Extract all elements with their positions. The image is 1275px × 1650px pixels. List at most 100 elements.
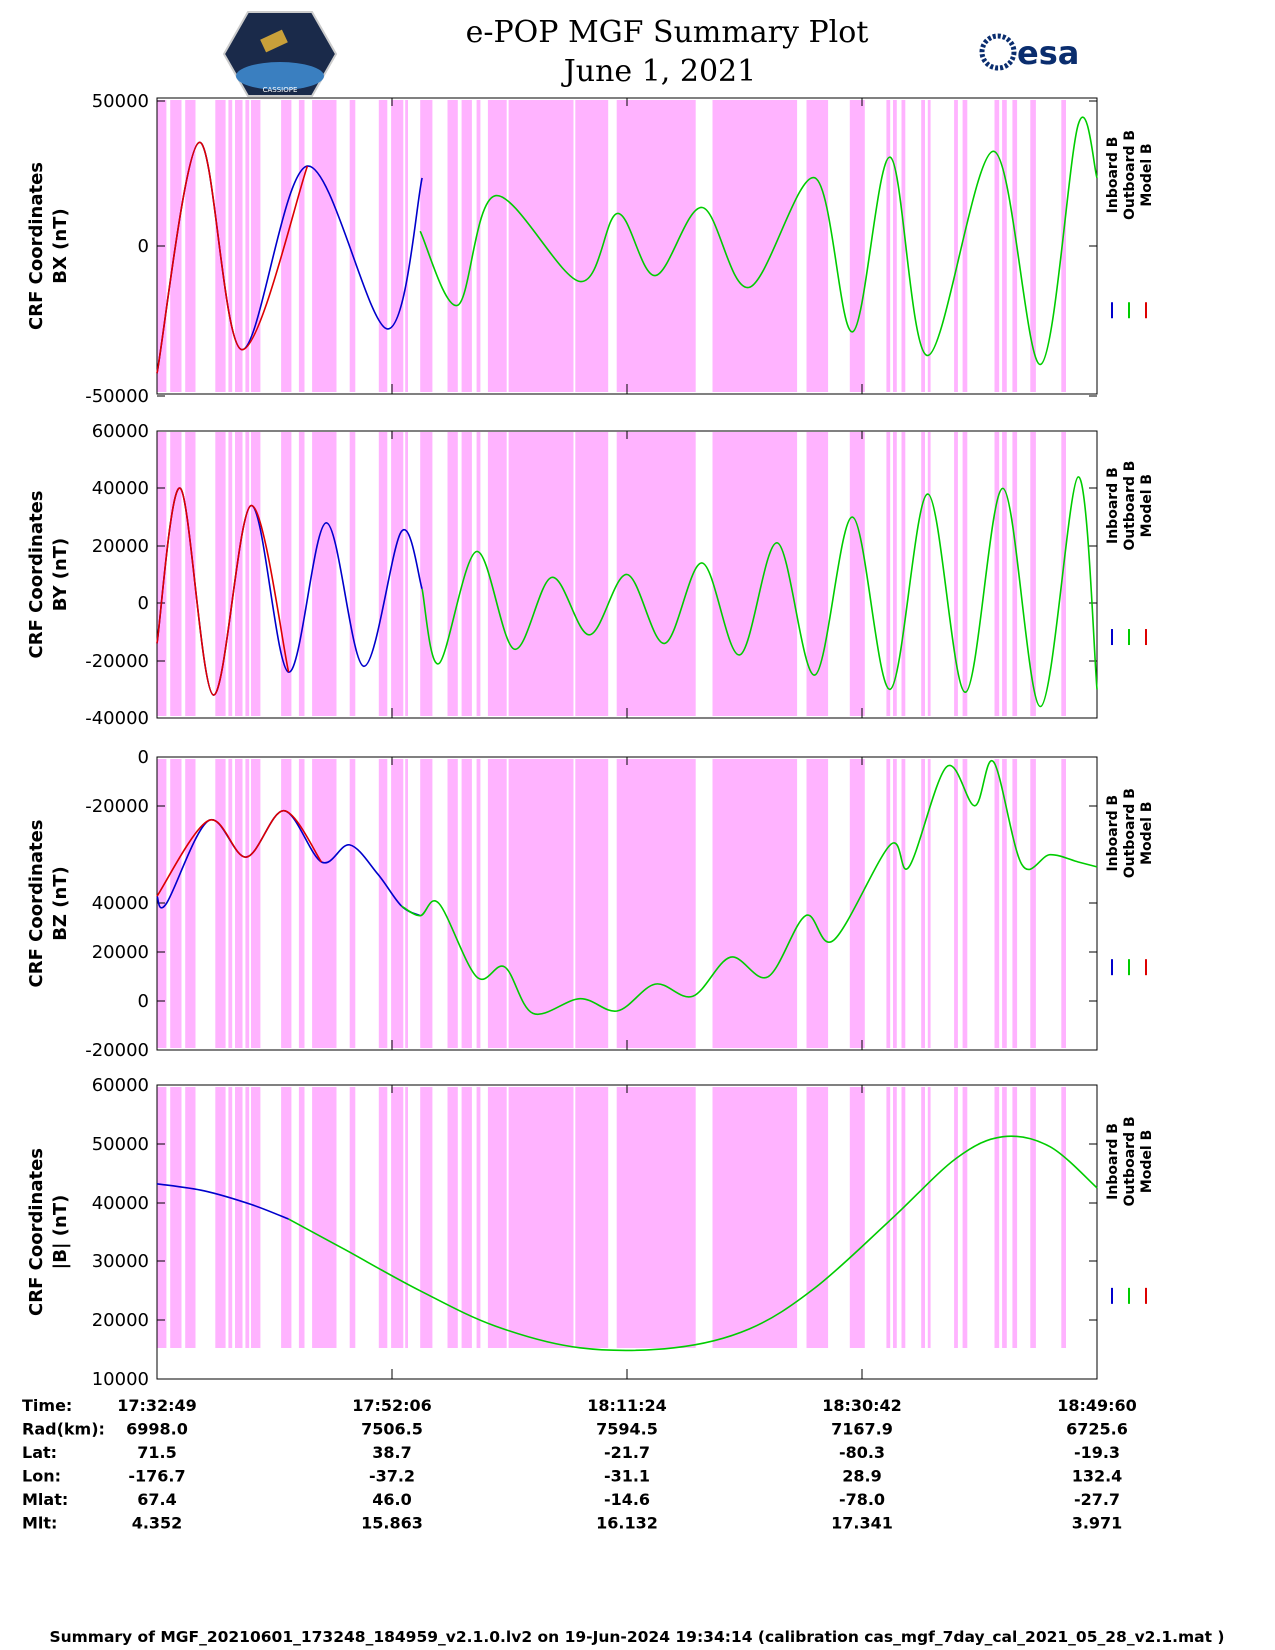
- y-tick-label: 30000: [92, 1251, 149, 1272]
- shade-band-19: [476, 100, 481, 392]
- shade-band-26: [849, 100, 865, 392]
- shade-band-18: [461, 100, 472, 392]
- y-axis-label-line1: CRF Coordinates: [26, 162, 47, 330]
- cassiope-logo: CASSIOPE: [222, 11, 338, 97]
- shade-band-17: [447, 759, 458, 1048]
- x-axis: 17:32:49 17:52:06 18:11:24 18:30:42 18:49:60: [117, 1396, 1137, 1415]
- shade-band-22: [575, 759, 609, 1048]
- shade-band-21: [508, 759, 574, 1048]
- x-tick-label: 18:30:42: [822, 1396, 902, 1415]
- shade-band-11: [312, 100, 337, 392]
- y-tick-label: 50000: [92, 91, 149, 112]
- info-row-value: -37.2: [369, 1467, 415, 1486]
- y-tick-label: 50000: [92, 1134, 149, 1155]
- shade-band-9: [281, 432, 292, 716]
- shade-band-35: [1002, 759, 1007, 1048]
- shade-band-8: [251, 1087, 261, 1348]
- logo-text: CASSIOPE: [263, 86, 298, 94]
- shade-band-5: [228, 1087, 233, 1348]
- info-row-label: Mlat:: [22, 1490, 68, 1509]
- shade-band-29: [901, 432, 906, 716]
- title-line2: June 1, 2021: [561, 54, 756, 89]
- esa-logo: esa: [979, 33, 1079, 72]
- series-line-inboard: [156, 809, 421, 917]
- shade-band-14: [391, 432, 404, 716]
- shade-band-31: [927, 100, 931, 392]
- shade-band-4: [215, 432, 226, 716]
- shade-band-18: [461, 759, 472, 1048]
- legend-label-outboard: Outboard B: [1122, 788, 1138, 878]
- shade-band-19: [476, 759, 481, 1048]
- y-tick-label: -20000: [85, 796, 149, 817]
- shade-band-34: [994, 432, 1000, 716]
- info-row-value: 4.352: [132, 1514, 183, 1533]
- panel-4: 60000 50000 40000 30000 20000 10000 CRF Coordi…: [26, 1075, 1155, 1390]
- shade-band-17: [447, 432, 458, 716]
- shade-band-36: [1012, 1087, 1018, 1348]
- info-row-value: 7167.9: [831, 1420, 893, 1439]
- legend-label-model: Model B: [1139, 143, 1155, 206]
- panel-1: 50000 0 -50000 CRF Coordinates BX (nT) Inboar…: [26, 91, 1155, 407]
- y-axis-label-line2: BX (nT): [50, 208, 71, 283]
- shade-band-7: [245, 1087, 250, 1348]
- shade-band-23: [616, 100, 696, 392]
- shade-band-28: [893, 759, 897, 1048]
- shade-band-36: [1012, 759, 1018, 1048]
- shade-band-3: [185, 1087, 196, 1348]
- shade-band-15: [405, 432, 408, 716]
- shade-band-9: [281, 100, 292, 392]
- x-tick-label: 18:11:24: [587, 1396, 667, 1415]
- legend-label-outboard: Outboard B: [1122, 130, 1138, 220]
- y-axis-label-line1: CRF Coordinates: [26, 820, 47, 988]
- y-tick-label: 20000: [92, 1310, 149, 1331]
- shade-band-19: [476, 1087, 481, 1348]
- shade-band-22: [575, 1087, 609, 1348]
- shade-band-20: [487, 1087, 507, 1348]
- shade-band-24: [712, 759, 798, 1048]
- shade-band-25: [806, 759, 829, 1048]
- y-tick-label: 10000: [92, 1369, 149, 1390]
- info-row-value: 46.0: [372, 1490, 411, 1509]
- legend-label-model: Model B: [1139, 1130, 1155, 1193]
- shade-band-31: [927, 759, 931, 1048]
- legend: Inboard B Outboard B Model B: [1105, 461, 1155, 646]
- shade-band-7: [245, 759, 250, 1048]
- shade-band-11: [312, 432, 337, 716]
- shade-band-35: [1002, 100, 1007, 392]
- shade-band-24: [712, 100, 798, 392]
- shade-band-14: [391, 100, 404, 392]
- shade-band-2: [170, 432, 182, 716]
- shade-band-10: [298, 759, 305, 1048]
- shade-band-15: [405, 1087, 408, 1348]
- info-row-label: Mlt:: [22, 1514, 57, 1533]
- shade-band-8: [251, 100, 261, 392]
- shade-band-4: [215, 100, 226, 392]
- series-line-model: [156, 141, 309, 374]
- y-tick-label: -50000: [85, 386, 149, 407]
- shade-band-29: [901, 100, 906, 392]
- shade-band-38: [1061, 100, 1066, 392]
- shade-band-32: [954, 100, 958, 392]
- info-row-value: 38.7: [372, 1443, 411, 1462]
- shade-band-6: [235, 432, 243, 716]
- panel-3: 0 -20000 40000 20000 0 -20000 CRF Coordinates B…: [26, 747, 1155, 1061]
- shade-band-14: [391, 759, 404, 1048]
- shade-band-20: [487, 759, 507, 1048]
- shade-band-4: [215, 1087, 226, 1348]
- shade-band-25: [806, 100, 829, 392]
- info-row-value: -176.7: [128, 1467, 185, 1486]
- y-axis-label-line2: BZ (nT): [50, 866, 71, 941]
- legend-label-outboard: Outboard B: [1122, 1116, 1138, 1206]
- shade-band-18: [461, 432, 472, 716]
- series-line-model: [156, 487, 290, 696]
- shade-band-15: [405, 759, 408, 1048]
- shade-band-11: [312, 1087, 337, 1348]
- shade-band-38: [1061, 759, 1066, 1048]
- shade-band-21: [508, 100, 574, 392]
- shade-band-3: [185, 432, 196, 716]
- shade-band-35: [1002, 1087, 1007, 1348]
- info-row-value: -14.6: [604, 1490, 650, 1509]
- shade-band-30: [921, 432, 925, 716]
- shade-band-14: [391, 1087, 404, 1348]
- shade-band-18: [461, 1087, 472, 1348]
